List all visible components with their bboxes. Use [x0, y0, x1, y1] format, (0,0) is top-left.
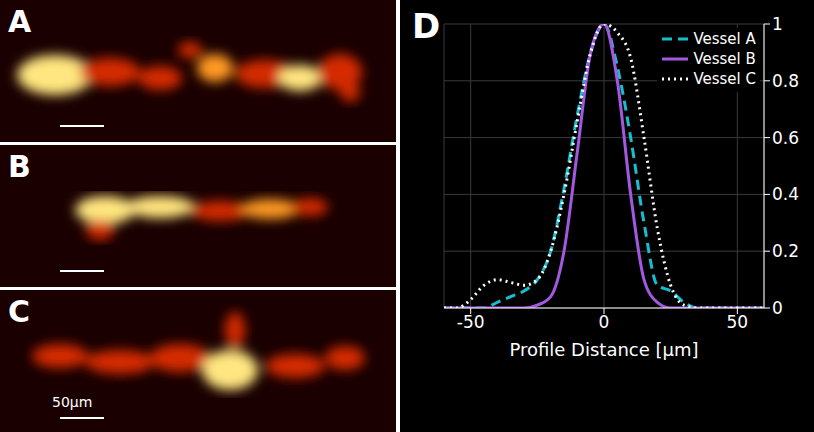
svg-text:0.2: 0.2 [772, 241, 799, 261]
html-text:Vessel B: Vessel B [693, 50, 756, 68]
svg-text:0.6: 0.6 [772, 128, 799, 148]
svg-text:0: 0 [599, 312, 610, 332]
svg-text:0.4: 0.4 [772, 184, 799, 204]
html-text:Vessel C: Vessel C [693, 70, 756, 88]
svg-text:0: 0 [772, 298, 783, 318]
html-text:50μm: 50μm [52, 394, 93, 410]
html-text:A: A [8, 4, 32, 39]
html-text:B: B [8, 149, 31, 184]
html-text:D: D [412, 6, 441, 46]
svg-text:0.8: 0.8 [772, 71, 799, 91]
svg-text:-50: -50 [457, 312, 485, 332]
html-text:C: C [8, 294, 30, 329]
html-text:Vessel A: Vessel A [693, 30, 756, 48]
svg-text:50: 50 [727, 312, 749, 332]
svg-text:1: 1 [772, 14, 783, 34]
svg-text:Profile Distance [μm]: Profile Distance [μm] [509, 339, 698, 360]
